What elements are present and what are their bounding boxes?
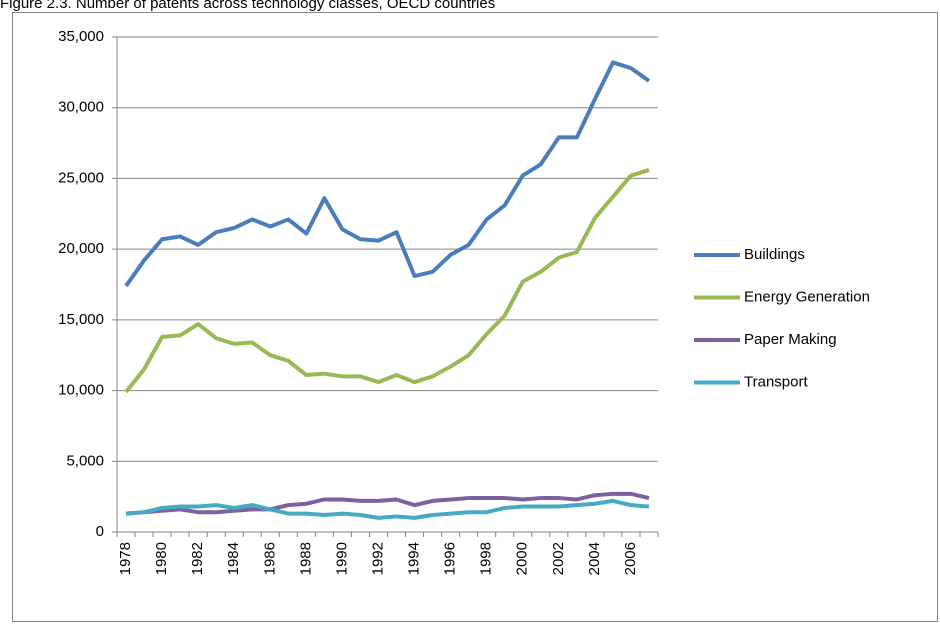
x-tick-label: 1988 [297, 542, 314, 575]
y-tick-label: 0 [96, 523, 104, 540]
x-tick-label: 1986 [261, 542, 278, 575]
legend-label: Buildings [744, 246, 805, 263]
x-tick-label: 1996 [442, 542, 459, 575]
x-tick-label: 2006 [622, 542, 639, 575]
x-tick-label: 2004 [586, 542, 603, 575]
series-line [124, 168, 650, 394]
x-tick-label: 1980 [153, 542, 170, 575]
x-tick-label: 2000 [514, 542, 531, 575]
series-line [125, 498, 650, 520]
chart-title: Figure 2.3. Number of patents across tec… [0, 0, 495, 12]
y-tick-label: 10,000 [58, 382, 104, 399]
x-tick-label: 2002 [550, 542, 567, 575]
legend-label: Transport [744, 373, 808, 390]
x-tick-label: 1982 [189, 542, 206, 575]
x-tick-label: 1994 [406, 542, 423, 575]
x-tick-label: 1990 [333, 542, 350, 575]
x-tick-label: 1992 [369, 542, 386, 575]
legend-label: Paper Making [744, 331, 837, 348]
x-tick-label: 1978 [117, 542, 134, 575]
x-tick-label: 1984 [225, 542, 242, 575]
y-tick-label: 15,000 [58, 311, 104, 328]
chart-border [12, 12, 938, 622]
x-tick-label: 1998 [478, 542, 495, 575]
y-tick-label: 30,000 [58, 99, 104, 116]
y-tick-label: 25,000 [58, 169, 104, 186]
series-line [124, 60, 651, 288]
y-tick-label: 5,000 [66, 452, 104, 469]
series-line [125, 491, 650, 516]
legend-label: Energy Generation [744, 288, 870, 305]
y-tick-label: 35,000 [58, 28, 104, 45]
y-tick-label: 20,000 [58, 240, 104, 257]
